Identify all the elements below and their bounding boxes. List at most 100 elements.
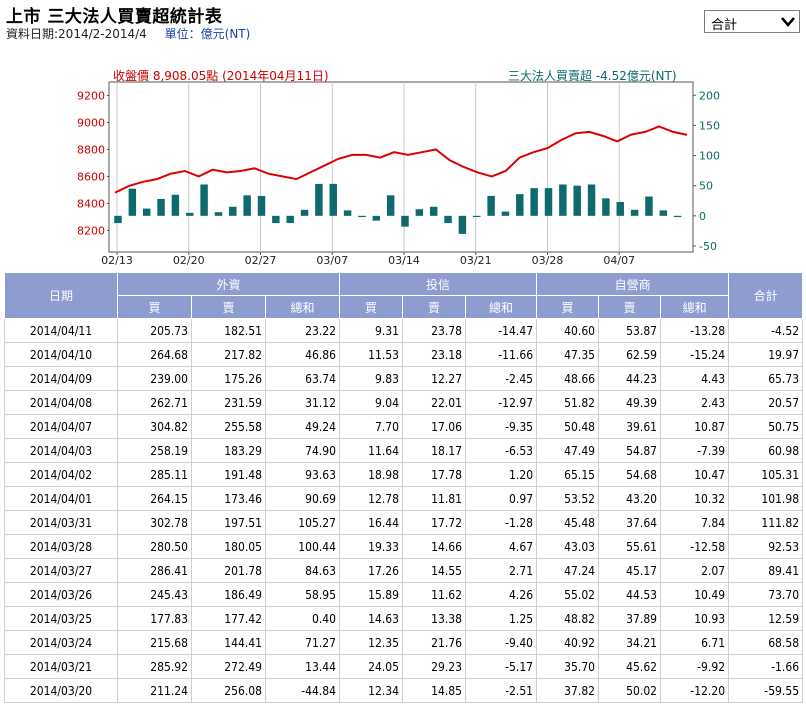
- right-tick-label: 0: [699, 210, 706, 223]
- row-value: 7.70: [339, 414, 404, 439]
- row-value: 45.48: [536, 510, 600, 535]
- row-value: 9.04: [339, 390, 404, 415]
- row-value: 50.75: [728, 414, 804, 439]
- row-value: 182.51: [191, 318, 266, 343]
- row-value: 2.43: [660, 390, 730, 415]
- row-value: 264.68: [117, 342, 192, 367]
- row-value: 262.71: [117, 390, 192, 415]
- net-bar: [315, 183, 323, 216]
- row-value: 65.73: [728, 366, 804, 391]
- net-bar: [386, 195, 395, 216]
- net-bar: [200, 184, 208, 216]
- row-value: 201.78: [191, 558, 266, 583]
- net-bar: [272, 215, 280, 224]
- row-value: 47.35: [536, 342, 600, 367]
- row-value: 11.53: [339, 342, 404, 367]
- x-tick-label: 03/14: [388, 254, 420, 267]
- row-value: -2.45: [465, 366, 538, 391]
- chevron-down-icon: [781, 17, 795, 27]
- col-total: 合計: [728, 272, 804, 319]
- row-value: 177.42: [191, 606, 266, 631]
- net-bar: [429, 206, 438, 216]
- row-value: -12.58: [660, 534, 730, 559]
- net-bar: [372, 215, 381, 221]
- row-value: 37.82: [536, 678, 600, 703]
- row-value: 19.97: [728, 342, 804, 367]
- row-value: -9.35: [465, 414, 538, 439]
- row-value: 14.66: [402, 534, 467, 559]
- col-foreign-sell: 賣: [191, 295, 266, 319]
- row-value: -7.39: [660, 438, 730, 463]
- row-date: 2014/03/21: [4, 654, 118, 679]
- table-row: 2014/03/21 285.92 272.49 13.44 24.05 29.23 -5.…: [4, 654, 804, 679]
- row-value: 90.69: [264, 486, 341, 511]
- row-date: 2014/04/03: [4, 438, 118, 463]
- row-value: 71.27: [264, 630, 341, 655]
- left-tick-label: 8200: [77, 224, 105, 237]
- price-net-chart: 02/13 02/20 02/27 03/07 03/14 03/21 03/28 04/07…: [77, 81, 720, 267]
- net-bar: [559, 184, 567, 216]
- net-bar: [544, 188, 553, 216]
- net-bar: [300, 209, 309, 216]
- table-row: 2014/04/02 285.11 191.48 93.63 18.98 17.78 1.2…: [4, 462, 804, 487]
- row-value: 12.78: [339, 486, 404, 511]
- row-value: 74.90: [264, 438, 341, 463]
- row-value: -12.20: [660, 678, 730, 703]
- net-bar: [257, 195, 266, 216]
- net-bar: [186, 212, 194, 216]
- row-value: 304.82: [117, 414, 192, 439]
- left-tick-label: 8800: [77, 143, 105, 156]
- right-tick-label: 50: [699, 180, 713, 193]
- net-bar: [573, 185, 581, 216]
- row-value: 51.82: [536, 390, 600, 415]
- row-value: 40.92: [536, 630, 600, 655]
- net-bar: [501, 211, 510, 216]
- x-tick-label: 02/20: [173, 254, 205, 267]
- unit-label: 單位：億元(NT): [164, 27, 251, 41]
- net-bar: [659, 210, 668, 216]
- left-tick-label: 8400: [77, 197, 105, 210]
- row-date: 2014/04/01: [4, 486, 118, 511]
- row-value: 49.24: [264, 414, 341, 439]
- date-range: 資料日期:2014/2-2014/4: [6, 27, 147, 41]
- row-value: 211.24: [117, 678, 192, 703]
- row-value: 302.78: [117, 510, 192, 535]
- row-value: 60.98: [728, 438, 804, 463]
- row-value: 7.84: [660, 510, 730, 535]
- row-value: 46.86: [264, 342, 341, 367]
- table-row: 2014/04/03 258.19 183.29 74.90 11.64 18.17 -6.…: [4, 438, 804, 463]
- row-value: 49.39: [598, 390, 662, 415]
- row-value: 0.40: [264, 606, 341, 631]
- row-value: 183.29: [191, 438, 266, 463]
- row-value: 11.64: [339, 438, 404, 463]
- row-value: 2.07: [660, 558, 730, 583]
- net-bar: [171, 194, 180, 216]
- net-bar: [673, 215, 682, 218]
- group-dealer: 自營商: [536, 272, 730, 296]
- row-value: -1.66: [728, 654, 804, 679]
- row-value: 55.61: [598, 534, 662, 559]
- row-value: 4.26: [465, 582, 538, 607]
- row-value: -6.53: [465, 438, 538, 463]
- row-value: 14.63: [339, 606, 404, 631]
- row-value: 217.82: [191, 342, 266, 367]
- row-value: 101.98: [728, 486, 804, 511]
- left-tick-label: 8600: [77, 170, 105, 183]
- market-select[interactable]: 合計: [704, 10, 800, 33]
- net-bar: [229, 206, 237, 216]
- row-value: 186.49: [191, 582, 266, 607]
- row-value: 34.21: [598, 630, 662, 655]
- row-date: 2014/03/27: [4, 558, 118, 583]
- row-value: 12.34: [339, 678, 404, 703]
- row-value: 10.87: [660, 414, 730, 439]
- row-value: 256.08: [191, 678, 266, 703]
- table-row: 2014/03/28 280.50 180.05 100.44 19.33 14.66 4.…: [4, 534, 804, 559]
- row-value: -1.28: [465, 510, 538, 535]
- row-value: -44.84: [264, 678, 341, 703]
- row-value: 29.23: [402, 654, 467, 679]
- net-bar: [473, 215, 481, 218]
- net-bar: [630, 209, 639, 216]
- row-date: 2014/04/10: [4, 342, 118, 367]
- row-value: -11.66: [465, 342, 538, 367]
- net-bar: [587, 184, 596, 216]
